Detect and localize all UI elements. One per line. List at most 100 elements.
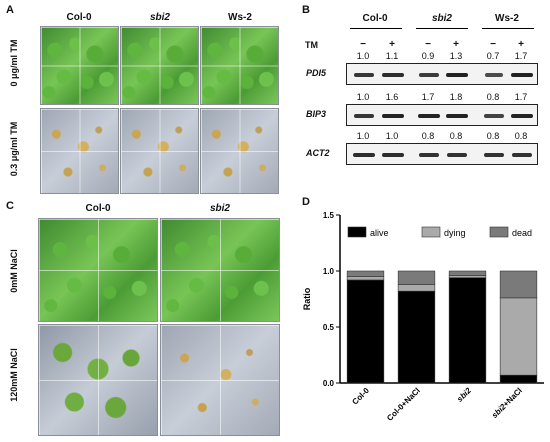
protein-band (483, 153, 505, 157)
protein-band (418, 153, 440, 157)
bar-segment-dying (499, 297, 538, 376)
y-axis-label: Ratio (302, 287, 312, 310)
protein-band (382, 114, 404, 118)
panel-b-label: B (302, 4, 310, 16)
bar-segment-alive (346, 279, 385, 384)
seedling-photo (38, 218, 158, 322)
x-tick-label: Col-0+NaCl (385, 386, 422, 423)
panel-b-col-header: sbi2 (431, 13, 452, 24)
gene-label: PDI5 (306, 68, 327, 78)
treatment-sign: + (518, 39, 524, 50)
protein-band (484, 114, 504, 118)
densitometry-value: 0.9 (421, 51, 435, 61)
protein-band (446, 114, 468, 118)
legend-swatch-alive (347, 226, 367, 238)
panel-a-row-header: 0 μg/ml TM (9, 39, 19, 87)
protein-band (511, 114, 533, 118)
western-blot (346, 143, 538, 165)
panel-c-col-header: Col-0 (85, 203, 111, 214)
densitometry-value: 0.7 (486, 51, 500, 61)
densitometry-value: 1.0 (356, 131, 370, 141)
seedling-photo (40, 108, 119, 194)
tm-label: TM (305, 40, 318, 50)
group-underline (482, 28, 534, 29)
panel-a-col-header: Col-0 (66, 12, 92, 23)
treatment-sign: + (389, 39, 395, 50)
densitometry-value: 0.8 (514, 131, 528, 141)
legend-label: dead (512, 228, 532, 238)
x-tick-label: sbi2 (455, 386, 473, 404)
y-tick-label: 0.5 (323, 323, 335, 332)
bar-segment-dead (448, 270, 487, 276)
western-blot (346, 104, 538, 126)
panel-c-col-header: sbi2 (209, 203, 230, 214)
panel-b-col-header: Col-0 (362, 13, 388, 24)
seedling-photo (38, 324, 158, 436)
protein-band (353, 153, 375, 157)
seedling-photo (160, 324, 280, 436)
bar-segment-dead (397, 270, 436, 285)
panel-c-row-header: 0mM NaCl (9, 249, 19, 293)
panel-a-col-header: Ws-2 (228, 12, 252, 23)
stacked-bar-chart: 0.0 0.5 1.0 1.5 Ratio Col-0 Col-0+NaCl sbi2 sbi2… (302, 211, 544, 423)
protein-band (511, 153, 533, 157)
gene-label: BIP3 (306, 109, 327, 119)
protein-band (446, 153, 468, 157)
panel-d-label: D (302, 196, 310, 208)
bar-segment-dying (448, 275, 487, 279)
densitometry-value: 1.0 (385, 131, 399, 141)
legend-label: alive (370, 228, 389, 238)
treatment-sign: − (425, 39, 431, 50)
treatment-sign: − (360, 39, 366, 50)
y-tick-label: 1.0 (323, 267, 335, 276)
panel-c-label: C (6, 200, 14, 212)
protein-band (511, 73, 533, 77)
x-tick-label: Col-0 (350, 386, 371, 407)
group-underline (350, 28, 402, 29)
panel-a-label: A (6, 4, 14, 16)
protein-band (446, 73, 468, 77)
densitometry-value: 1.0 (356, 51, 370, 61)
seedling-photo (120, 26, 199, 105)
seedling-photo (160, 218, 280, 322)
seedling-photo (40, 26, 119, 105)
densitometry-value: 0.8 (449, 131, 463, 141)
treatment-sign: − (490, 39, 496, 50)
densitometry-value: 1.7 (421, 92, 435, 102)
bar-segment-alive (448, 277, 487, 384)
panel-c-row-header: 120mM NaCl (9, 348, 19, 402)
bar-segment-alive (499, 374, 538, 384)
densitometry-value: 1.6 (385, 92, 399, 102)
densitometry-value: 0.8 (486, 131, 500, 141)
group-underline (416, 28, 468, 29)
protein-band (353, 73, 375, 77)
seedling-photo (200, 108, 279, 194)
bar-segment-dead (346, 270, 385, 277)
protein-band (419, 73, 439, 77)
bar-segment-dead (499, 270, 538, 299)
seedling-photo (200, 26, 279, 105)
densitometry-value: 1.1 (385, 51, 399, 61)
densitometry-value: 1.8 (449, 92, 463, 102)
densitometry-value: 1.0 (356, 92, 370, 102)
densitometry-value: 1.7 (514, 51, 528, 61)
densitometry-value: 0.8 (421, 131, 435, 141)
bar-segment-alive (397, 290, 436, 384)
legend-label: dying (444, 228, 466, 238)
panel-a-col-header: sbi2 (149, 12, 170, 23)
seedling-photo (120, 108, 199, 194)
legend-swatch-dead (489, 226, 509, 238)
treatment-sign: + (453, 39, 459, 50)
densitometry-value: 1.7 (514, 92, 528, 102)
gene-label: ACT2 (306, 148, 330, 158)
densitometry-value: 0.8 (486, 92, 500, 102)
legend-swatch-dying (421, 226, 441, 238)
protein-band (382, 73, 404, 77)
bar-segment-dying (346, 276, 385, 281)
protein-band (353, 114, 375, 118)
western-blot (346, 63, 538, 85)
y-tick-label: 0.0 (323, 379, 335, 388)
bar-segment-dying (397, 284, 436, 292)
x-tick-label: sbi2+NaCl (490, 386, 524, 420)
panel-b-col-header: Ws-2 (495, 13, 519, 24)
